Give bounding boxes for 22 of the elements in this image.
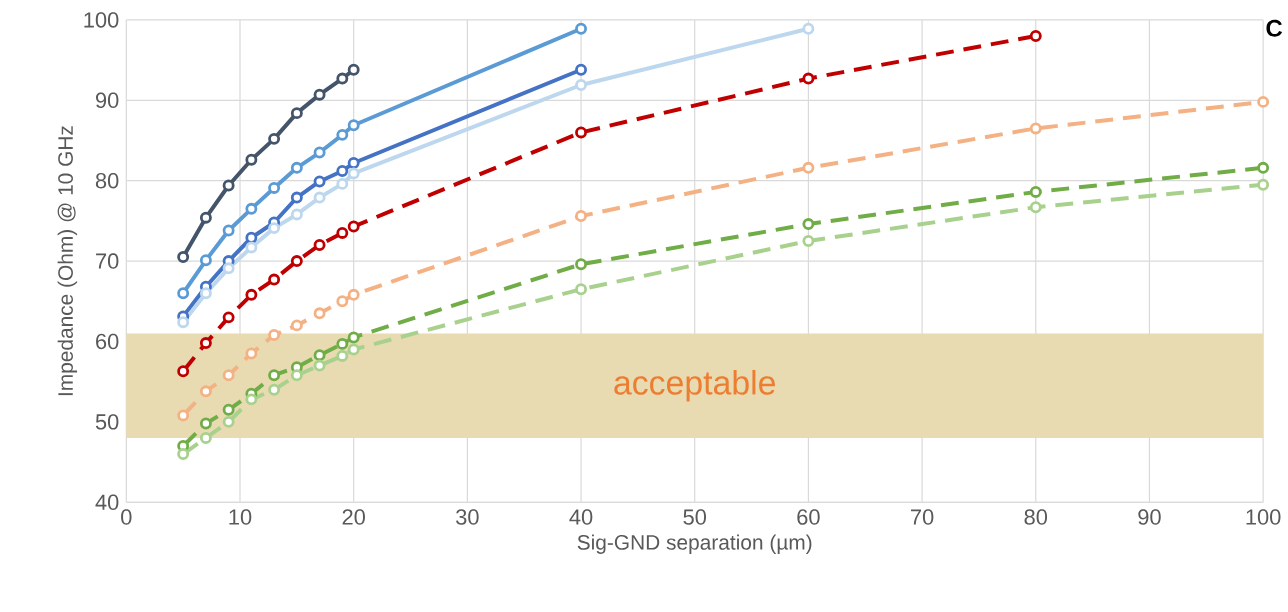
y-tick-label: 60	[96, 333, 119, 350]
x-tick-label: 50	[683, 509, 707, 525]
text: C	[1266, 20, 1283, 37]
x-tick-label: 40	[569, 509, 593, 525]
x-tick-label: 80	[1024, 509, 1048, 525]
y-tick-label: 90	[95, 92, 119, 109]
y-axis-title: Impedance (Ohm) @ 10 GHz	[57, 126, 78, 396]
y-tick-label: 50	[95, 414, 119, 430]
x-tick-label: 70	[911, 509, 934, 525]
x-tick-label: 30	[456, 509, 479, 525]
y-tick-label: 100	[84, 12, 119, 28]
x-tick-label: 0	[121, 509, 132, 525]
x-tick-label: 60	[797, 509, 820, 525]
y-tick-label: 80	[95, 173, 119, 189]
x-tick-label: 90	[1138, 509, 1161, 525]
band-label: acceptable	[614, 370, 775, 402]
x-tick-label: 10	[229, 509, 252, 525]
x-tick-label: 100	[1246, 509, 1281, 525]
x-axis-title: Sig-GND separation (µm)	[577, 534, 812, 555]
x-tick-label: 20	[342, 509, 365, 525]
y-tick-label: 40	[95, 494, 119, 511]
y-tick-label: 70	[96, 253, 119, 269]
